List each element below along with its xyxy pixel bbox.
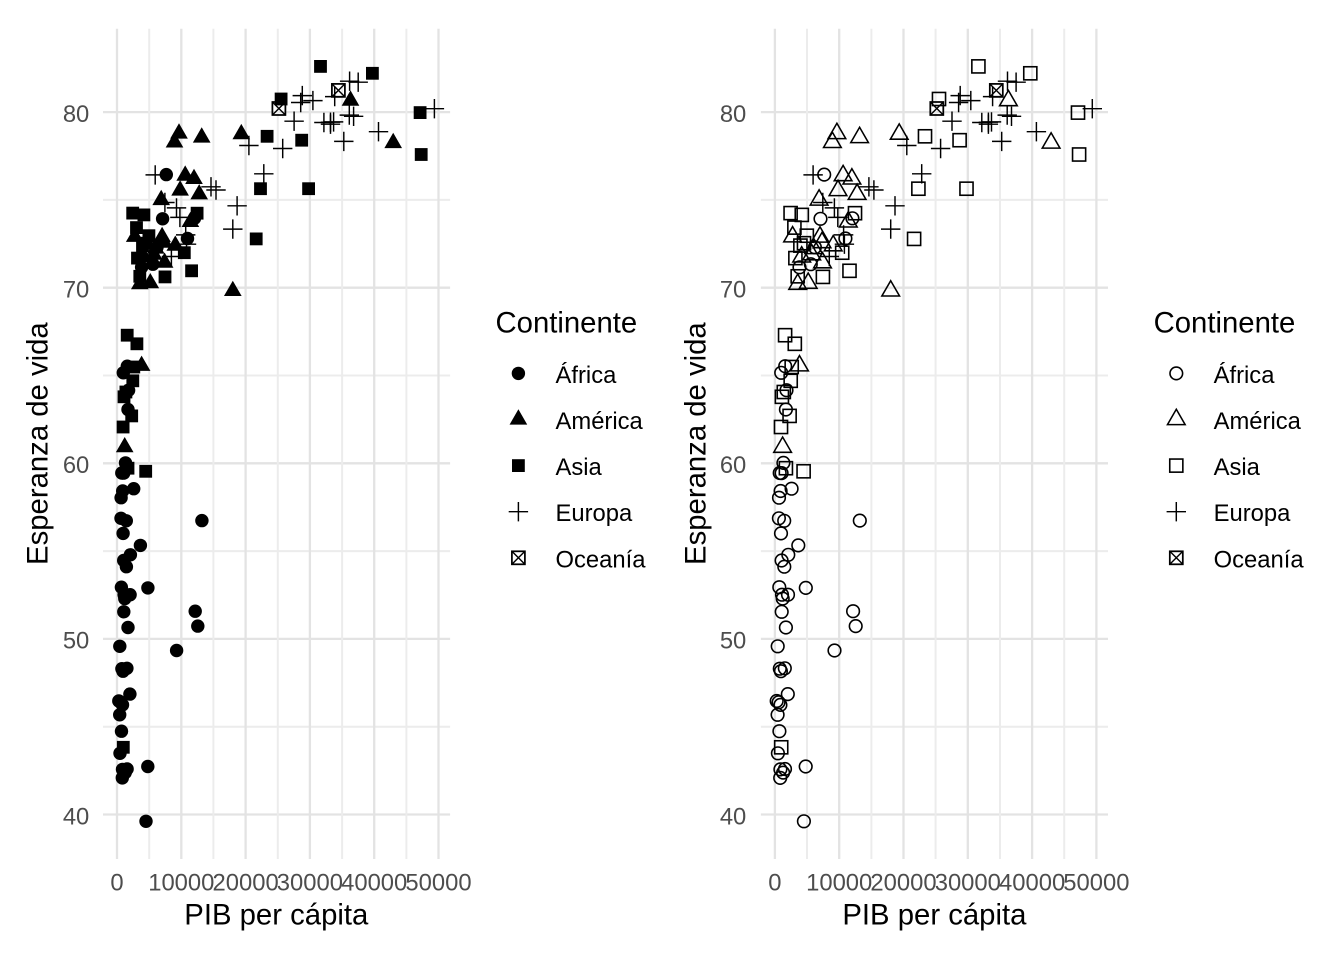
svg-text:PIB per cápita: PIB per cápita: [842, 899, 1027, 932]
svg-text:70: 70: [720, 277, 746, 304]
svg-text:10000: 10000: [806, 870, 872, 897]
svg-text:0: 0: [768, 870, 781, 897]
svg-text:40000: 40000: [341, 870, 407, 897]
svg-text:40: 40: [63, 803, 89, 830]
svg-text:10000: 10000: [148, 870, 214, 897]
svg-text:40000: 40000: [999, 870, 1065, 897]
svg-text:Esperanza de vida: Esperanza de vida: [22, 322, 55, 565]
svg-text:80: 80: [63, 101, 89, 128]
svg-text:80: 80: [720, 101, 746, 128]
svg-text:África: África: [1214, 362, 1276, 389]
svg-text:Europa: Europa: [556, 500, 634, 527]
svg-text:20000: 20000: [213, 870, 279, 897]
svg-text:Asia: Asia: [556, 454, 603, 481]
svg-text:50000: 50000: [405, 870, 471, 897]
svg-text:Continente: Continente: [1154, 306, 1296, 339]
svg-text:Esperanza de vida: Esperanza de vida: [680, 322, 713, 565]
svg-text:Continente: Continente: [496, 306, 638, 339]
svg-text:20000: 20000: [870, 870, 936, 897]
svg-text:Oceanía: Oceanía: [556, 546, 647, 573]
svg-text:50: 50: [720, 628, 746, 655]
svg-text:40: 40: [720, 803, 746, 830]
svg-text:30000: 30000: [935, 870, 1001, 897]
svg-text:Europa: Europa: [1214, 500, 1292, 527]
svg-text:0: 0: [110, 870, 123, 897]
svg-text:70: 70: [63, 277, 89, 304]
svg-text:50000: 50000: [1063, 870, 1129, 897]
svg-text:África: África: [556, 362, 618, 389]
svg-text:PIB per cápita: PIB per cápita: [184, 899, 369, 932]
svg-text:60: 60: [720, 452, 746, 479]
svg-text:30000: 30000: [277, 870, 343, 897]
svg-text:Asia: Asia: [1214, 454, 1261, 481]
svg-text:50: 50: [63, 628, 89, 655]
svg-text:60: 60: [63, 452, 89, 479]
svg-text:América: América: [1214, 408, 1302, 435]
svg-text:Oceanía: Oceanía: [1214, 546, 1305, 573]
svg-text:América: América: [556, 408, 644, 435]
